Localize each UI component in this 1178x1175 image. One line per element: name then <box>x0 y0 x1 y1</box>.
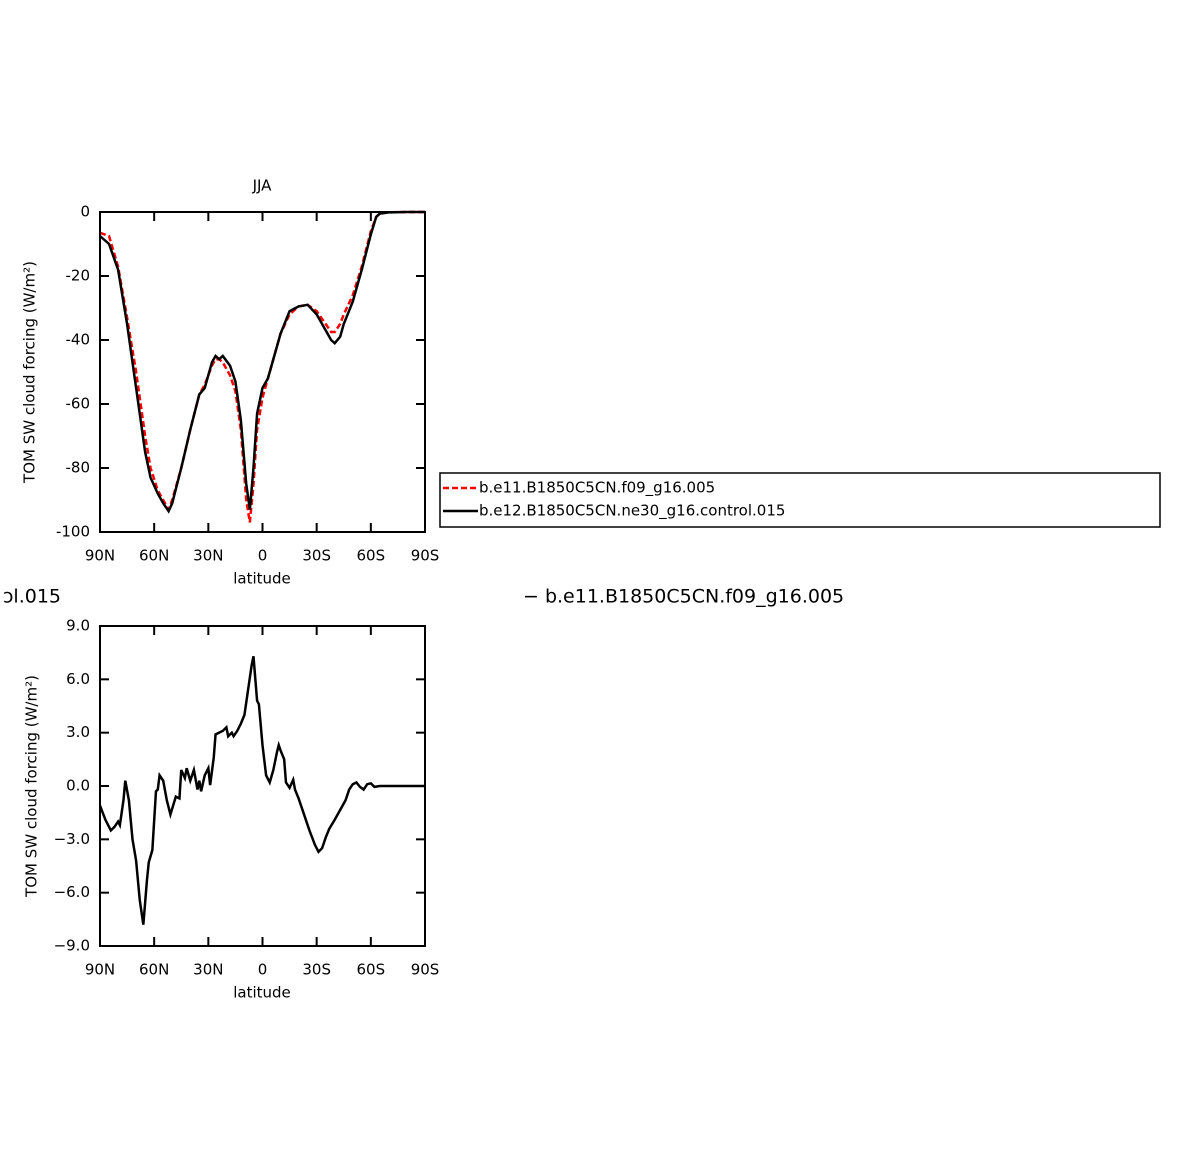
x-tick-label: 90S <box>411 961 440 979</box>
x-tick-label: 30S <box>302 547 331 565</box>
chart-title-left: ɔl.015 <box>3 586 61 608</box>
x-tick-label: 90N <box>85 961 115 979</box>
plot-frame <box>99 211 426 533</box>
x-tick-label: 90N <box>85 547 115 565</box>
y-tick-label: -80 <box>66 459 91 477</box>
data-line <box>99 210 425 523</box>
x-tick-label: 0 <box>258 961 268 979</box>
y-tick-label: −9.0 <box>54 937 90 955</box>
plot-frame <box>99 625 426 947</box>
y-axis-label: TOM SW cloud forcing (W/m²) <box>21 261 39 484</box>
y-tick-label: 3.0 <box>66 723 90 741</box>
y-tick-label: 9.0 <box>66 617 90 635</box>
x-tick-label: 30S <box>302 961 331 979</box>
y-axis-label: TOM SW cloud forcing (W/m²) <box>23 675 41 898</box>
legend-box <box>439 472 1161 528</box>
y-tick-label: -60 <box>66 395 91 413</box>
x-tick-label: 30N <box>193 961 223 979</box>
y-tick-label: -20 <box>66 267 91 285</box>
x-tick-label: 60S <box>357 961 386 979</box>
data-line <box>99 210 425 514</box>
x-tick-label: 60N <box>139 547 169 565</box>
x-axis-label: latitude <box>233 570 291 588</box>
chart-title: JJA <box>252 177 273 195</box>
legend-label: b.e12.B1850C5CN.ne30_g16.control.015 <box>479 502 785 521</box>
y-tick-label: −3.0 <box>54 830 90 848</box>
y-tick-label: -100 <box>56 523 90 541</box>
x-tick-label: 30N <box>193 547 223 565</box>
y-tick-label: −6.0 <box>54 883 90 901</box>
data-line <box>98 655 425 925</box>
x-tick-label: 0 <box>258 547 268 565</box>
x-tick-label: 60N <box>139 961 169 979</box>
chart-title-right: − b.e11.B1850C5CN.f09_g16.005 <box>523 586 844 608</box>
y-tick-label: 0.0 <box>66 777 90 795</box>
x-tick-label: 90S <box>411 547 440 565</box>
y-tick-label: 6.0 <box>66 670 90 688</box>
y-tick-label: -40 <box>66 331 91 349</box>
x-tick-label: 60S <box>357 547 386 565</box>
legend-label: b.e11.B1850C5CN.f09_g16.005 <box>479 479 715 498</box>
x-axis-label: latitude <box>233 984 291 1002</box>
y-tick-label: 0 <box>80 203 90 221</box>
